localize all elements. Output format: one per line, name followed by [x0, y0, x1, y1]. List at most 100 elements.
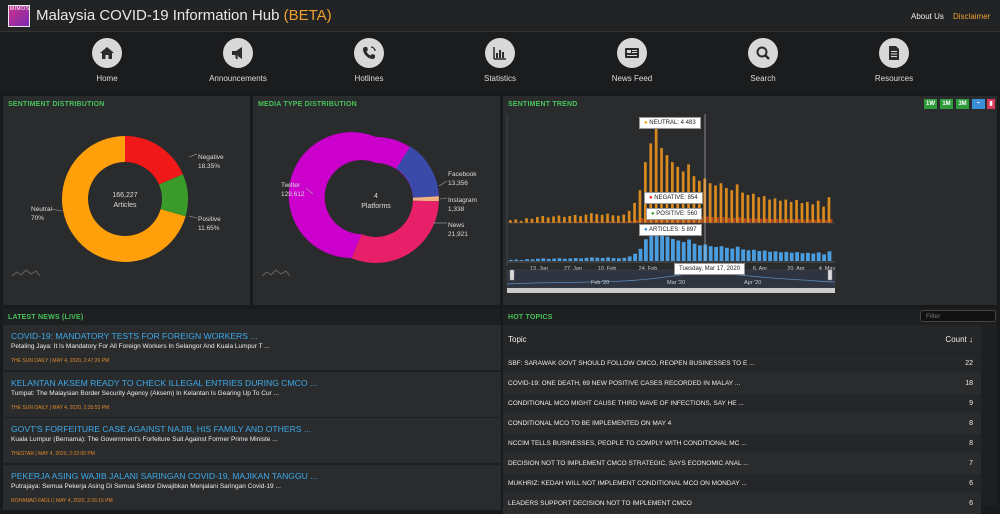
news-snippet: Putrajaya: Semua Pekerja Asing Di Semua … [11, 483, 281, 490]
articles-bar [752, 250, 756, 261]
articles-bar [822, 254, 826, 261]
news-item[interactable]: KELANTAN AKSEM READY TO CHECK ILLEGAL EN… [3, 372, 501, 417]
neutral-bar [568, 216, 571, 223]
neutral-bar [601, 215, 604, 223]
topics-panel-title: HOT TOPICS [508, 314, 553, 321]
neutral-bar [763, 196, 766, 223]
neutral-bar [784, 200, 787, 223]
negative-bar [793, 219, 795, 223]
neutral-bar [828, 197, 831, 223]
nav-search-label: Search [723, 74, 803, 83]
nav-resources[interactable]: Resources [854, 38, 934, 90]
topic-row[interactable]: DECISION NOT TO IMPLEMENT CMCO STRATEGIC… [503, 454, 981, 474]
nav-statistics-label: Statistics [460, 74, 540, 83]
topic-count: 6 [969, 480, 973, 487]
neutral-bar [768, 200, 771, 223]
neutral-bar [520, 221, 523, 223]
articles-bar [828, 251, 832, 261]
articles-bar [736, 247, 740, 261]
navigator-tick-apr: Apr '20 [744, 279, 761, 288]
filter-input[interactable] [920, 310, 996, 322]
articles-bar [720, 246, 724, 261]
negative-bar [641, 218, 643, 223]
topic-column-header[interactable]: Topic [508, 335, 527, 344]
neutral-bar [547, 217, 550, 223]
topic-count: 8 [969, 420, 973, 427]
neutral-bar [606, 214, 609, 223]
news-item[interactable]: PEKERJA ASING WAJIB JALANI SARINGAN COVI… [3, 465, 501, 510]
topic-row[interactable]: CONDITIONAL MCO TO BE IMPLEMENTED ON MAY… [503, 414, 981, 434]
articles-bar [757, 251, 761, 261]
facebook-label: Facebook [448, 171, 477, 178]
neutral-bar [525, 218, 528, 223]
neutral-label: Neutral [31, 206, 52, 213]
articles-bar [730, 249, 734, 261]
news-value: 21,921 [448, 231, 468, 238]
tooltip-neutral: ● NEUTRAL: 4 483 [639, 117, 701, 129]
articles-bar [639, 249, 643, 261]
news-item[interactable]: GOVT'S FORFEITURE CASE AGAINST NAJIB, HI… [3, 418, 501, 463]
articles-bar [660, 234, 664, 261]
nav-home[interactable]: Home [67, 38, 147, 90]
about-us-link[interactable]: About Us [911, 12, 944, 21]
tooltip-neutral-text: NEUTRAL: 4 483 [649, 120, 695, 126]
articles-bar [774, 251, 778, 261]
nav-hotlines[interactable]: Hotlines [329, 38, 409, 90]
negative-bar [744, 218, 746, 223]
news-headline[interactable]: COVID-19: MANDATORY TESTS FOR FOREIGN WO… [11, 331, 258, 341]
topic-row[interactable]: MUKHRIZ: KEDAH WILL NOT IMPLEMENT CONDIT… [503, 474, 981, 494]
home-icon [92, 38, 122, 68]
positive-value: 11.65% [198, 225, 220, 232]
neutral-bar [585, 215, 588, 223]
topic-row[interactable]: NCCIM TELLS BUSINESSES, PEOPLE TO COMPLY… [503, 434, 981, 454]
neutral-bar [752, 194, 755, 223]
news-headline[interactable]: GOVT'S FORFEITURE CASE AGAINST NAJIB, HI… [11, 424, 311, 434]
topic-count: 18 [965, 380, 973, 387]
topic-row[interactable]: SBF: SARAWAK GOVT SHOULD FOLLOW CMCO, RE… [503, 354, 981, 374]
topic-count: 8 [969, 440, 973, 447]
negative-bar [798, 219, 800, 223]
latest-news-panel: LATEST NEWS (LIVE) COVID-19: MANDATORY T… [3, 309, 500, 506]
disclaimer-link[interactable]: Disclaimer [953, 12, 990, 21]
topic-count: 9 [969, 400, 973, 407]
topic-row[interactable]: CONDITIONAL MCO MIGHT CAUSE THIRD WAVE O… [503, 394, 981, 414]
articles-bar [568, 258, 572, 261]
mimos-logo[interactable]: MIMOS [8, 5, 30, 27]
topic-row[interactable]: COVID-19: ONE DEATH, 69 NEW POSITIVE CAS… [503, 374, 981, 394]
neutral-bar [531, 219, 534, 223]
nav-news-feed[interactable]: News Feed [592, 38, 672, 90]
neutral-bar [628, 211, 631, 223]
articles-bar [628, 256, 632, 261]
news-headline[interactable]: PEKERJA ASING WAJIB JALANI SARINGAN COVI… [11, 471, 317, 481]
platforms-count: 4 [374, 193, 378, 200]
tooltip-positive-text: POSITIVE: 560 [656, 211, 697, 217]
tooltip-negative-text: NEGATIVE: 854 [654, 195, 697, 201]
bar-chart-icon [485, 38, 515, 68]
topic-row[interactable]: LEADERS SUPPORT DECISION NOT TO IMPLEMEN… [503, 494, 981, 514]
articles-bar [574, 258, 578, 261]
negative-bar [820, 219, 822, 223]
articles-bar [676, 241, 680, 262]
negative-slice [125, 136, 183, 185]
articles-bar [612, 258, 616, 261]
nav-announcements[interactable]: Announcements [198, 38, 278, 90]
articles-bar [590, 257, 594, 261]
news-item[interactable]: COVID-19: MANDATORY TESTS FOR FOREIGN WO… [3, 325, 501, 370]
neutral-bar [817, 201, 820, 223]
nav-search[interactable]: Search [723, 38, 803, 90]
tooltip-negative: ● NEGATIVE: 854 [644, 192, 703, 204]
articles-bar [585, 258, 589, 261]
articles-bar [801, 253, 805, 261]
articles-bar [531, 259, 535, 261]
nav-statistics[interactable]: Statistics [460, 38, 540, 90]
count-column-header[interactable]: Count ↓ [945, 335, 973, 344]
twitter-label: Twitter [281, 182, 300, 189]
topic-text: NCCIM TELLS BUSINESSES, PEOPLE TO COMPLY… [508, 440, 747, 447]
negative-bar [739, 217, 741, 223]
articles-bar [595, 258, 599, 261]
news-headline[interactable]: KELANTAN AKSEM READY TO CHECK ILLEGAL EN… [11, 378, 317, 388]
topic-count: 7 [969, 460, 973, 467]
